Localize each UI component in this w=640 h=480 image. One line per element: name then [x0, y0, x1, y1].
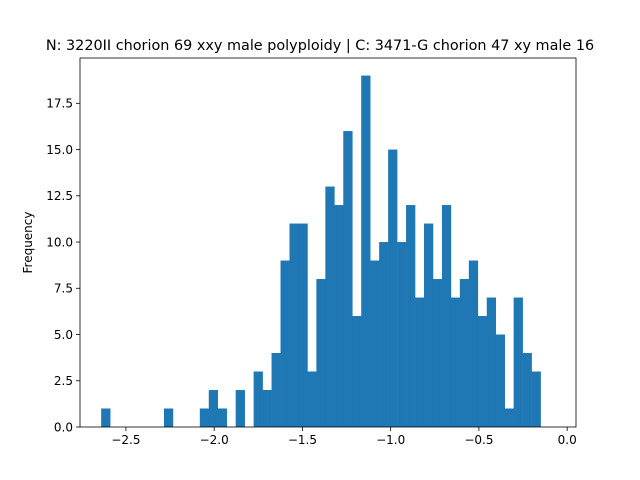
histogram-bar-43 — [486, 297, 497, 427]
histogram-bar-23 — [307, 371, 317, 427]
histogram-bar-30 — [370, 260, 380, 427]
histogram-bar-42 — [477, 316, 488, 427]
histogram-bar-46 — [513, 297, 523, 427]
y-tick-label: 2.5 — [54, 374, 73, 388]
histogram-bar-48 — [531, 371, 541, 427]
x-tick-label: −0.5 — [464, 433, 493, 447]
histogram-bar-37 — [432, 279, 443, 427]
histogram-bar-13 — [217, 408, 228, 427]
y-tick-label: 12.5 — [46, 189, 73, 203]
histogram-bar-21 — [289, 223, 299, 427]
y-tick-label: 7.5 — [54, 282, 73, 296]
y-tick-label: 15.0 — [46, 143, 73, 157]
x-tick-label: −1.5 — [288, 433, 317, 447]
histogram-bar-32 — [388, 149, 398, 427]
histogram-bar-38 — [441, 205, 452, 427]
histogram-bar-36 — [423, 223, 434, 427]
histogram-bar-26 — [334, 205, 344, 427]
histogram-bar-40 — [459, 279, 470, 427]
histogram-bar-47 — [522, 353, 532, 427]
histogram-bar-29 — [361, 75, 371, 427]
histogram-bar-41 — [468, 260, 479, 427]
y-axis-ticks: 0.0 2.5 5.0 7.5 10.0 12.5 15.0 17.5 — [46, 97, 80, 434]
y-tick-label: 10.0 — [46, 235, 73, 249]
y-tick-label: 17.5 — [46, 97, 73, 111]
histogram-bar-31 — [379, 242, 389, 427]
histogram-bar-17 — [253, 371, 263, 427]
histogram-bar-18 — [262, 390, 272, 427]
x-tick-label: −2.5 — [111, 433, 140, 447]
histogram-bar-24 — [316, 279, 326, 427]
histogram-bar-28 — [352, 316, 362, 427]
histogram-bar-45 — [504, 408, 514, 427]
y-axis-label: Frequency — [21, 212, 35, 274]
x-axis-ticks: −2.5 −2.0 −1.5 −1.0 −0.5 0.0 — [111, 427, 577, 447]
plot-frame — [79, 57, 577, 428]
histogram-bar-12 — [208, 390, 219, 427]
histogram-bar-34 — [406, 205, 416, 427]
histogram-bar-20 — [280, 260, 290, 427]
x-tick-label: −1.0 — [376, 433, 405, 447]
histogram-bar-27 — [343, 131, 353, 427]
histogram-bar-33 — [397, 242, 407, 427]
histogram-bar-7 — [163, 408, 174, 427]
histogram-bar-15 — [235, 390, 245, 427]
histogram-bar-0 — [101, 408, 111, 427]
histogram-bar-44 — [495, 334, 505, 427]
histogram-bar-19 — [271, 353, 281, 427]
histogram-bar-39 — [450, 297, 461, 427]
histogram-bars — [101, 75, 541, 427]
y-tick-label: 0.0 — [54, 420, 73, 434]
histogram-bar-11 — [199, 408, 210, 427]
chart-title: N: 3220II chorion 69 xxy male polyploidy… — [46, 38, 594, 54]
histogram-bar-22 — [298, 223, 308, 427]
y-tick-label: 5.0 — [54, 328, 73, 342]
x-tick-label: 0.0 — [558, 433, 577, 447]
histogram-bar-25 — [325, 186, 335, 427]
x-tick-label: −2.0 — [200, 433, 229, 447]
histogram-bar-35 — [415, 297, 425, 427]
